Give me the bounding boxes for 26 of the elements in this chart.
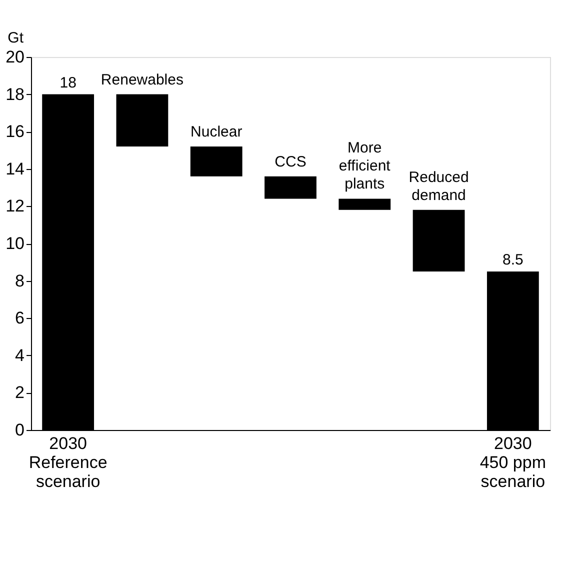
bar <box>412 210 465 272</box>
bar <box>116 94 168 147</box>
y-tick-label: 16 <box>6 122 24 142</box>
x-tick-label: 2030 Reference scenario <box>28 434 108 491</box>
y-tick-label: 6 <box>15 308 24 328</box>
y-tick-label: 2 <box>15 383 24 402</box>
bar <box>190 146 242 176</box>
x-tick-label: More efficient plants <box>338 140 392 193</box>
y-tick-label: 18 <box>6 84 24 104</box>
x-tick-label: Renewables <box>100 71 184 88</box>
bar <box>264 176 316 199</box>
bar <box>338 198 391 210</box>
data-label: 18 <box>60 74 76 92</box>
data-label: 8.5 <box>502 251 524 268</box>
y-tick-label: 14 <box>6 159 24 178</box>
y-tick-label: 8 <box>15 271 24 290</box>
x-tick-label: 2030 450 ppm scenario <box>480 434 546 491</box>
y-tick-label: 0 <box>15 420 24 440</box>
x-tick-label: CCS <box>274 153 306 170</box>
y-tick-label: 20 <box>6 48 24 66</box>
y-tick-label: 12 <box>6 196 24 216</box>
x-tick-label: Reduced demand <box>408 168 469 204</box>
y-axis-title: Gt <box>8 30 24 46</box>
y-tick-label: 4 <box>15 346 24 365</box>
x-tick-label: Nuclear <box>190 124 242 141</box>
y-tick-label: 10 <box>6 234 24 253</box>
